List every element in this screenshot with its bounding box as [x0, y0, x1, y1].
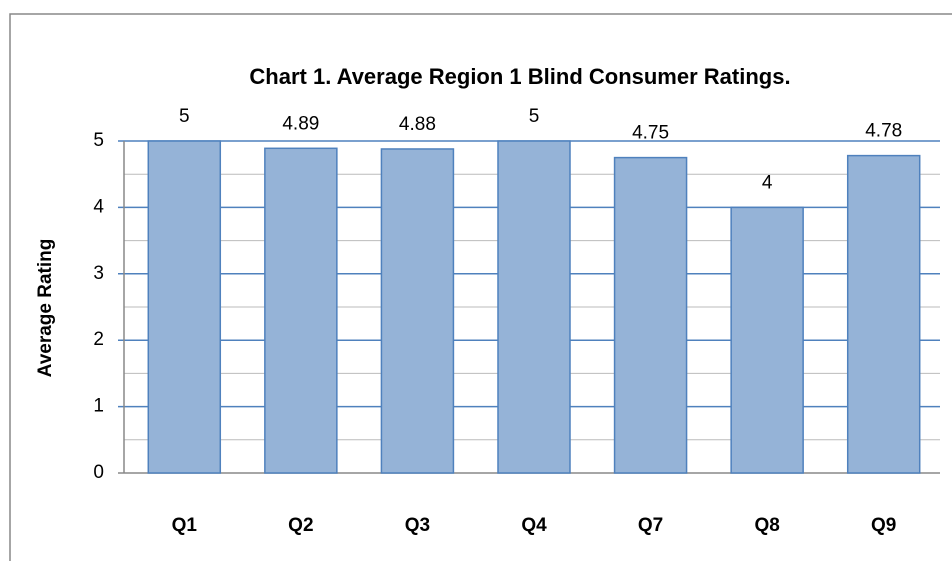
- data-label: 4.88: [399, 114, 436, 135]
- y-tick-label: 5: [93, 130, 104, 151]
- x-tick-label: Q2: [288, 515, 313, 536]
- data-label: 4: [762, 172, 773, 193]
- x-tick-label: Q1: [172, 515, 198, 536]
- y-tick-label: 2: [93, 329, 104, 350]
- chart-title: Chart 1. Average Region 1 Blind Consumer…: [249, 64, 790, 89]
- x-tick-label: Q4: [521, 515, 547, 536]
- bar: [264, 147, 338, 474]
- y-tick-label: 1: [93, 396, 104, 417]
- x-tick-label: Q9: [871, 515, 896, 536]
- x-tick-label: Q8: [754, 515, 779, 536]
- x-tick-label: Q7: [638, 515, 663, 536]
- y-tick-label: 0: [93, 462, 104, 483]
- data-label: 5: [179, 106, 190, 127]
- y-tick-label: 3: [93, 263, 104, 284]
- bar: [497, 140, 571, 474]
- chart-frame: [9, 13, 952, 561]
- data-label: 4.89: [282, 113, 319, 134]
- x-tick-label: Q3: [405, 515, 430, 536]
- y-axis-label: Average Rating: [35, 239, 56, 378]
- data-label: 5: [529, 106, 540, 127]
- data-label: 4.78: [865, 121, 902, 142]
- bar: [613, 156, 688, 474]
- bar: [147, 140, 222, 474]
- bar: [380, 148, 455, 474]
- bar: [846, 154, 921, 474]
- bar: [730, 206, 804, 474]
- data-label: 4.75: [632, 123, 669, 144]
- y-tick-label: 4: [93, 196, 104, 217]
